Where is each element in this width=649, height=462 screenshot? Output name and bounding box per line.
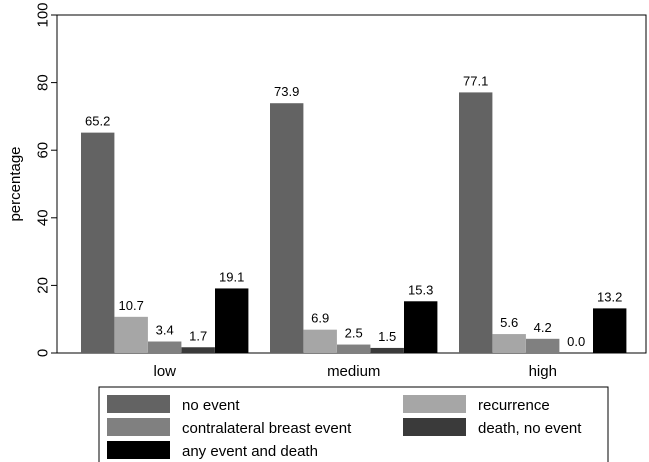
data-label: 3.4 xyxy=(156,323,174,338)
data-label: 19.1 xyxy=(219,269,244,284)
legend-swatch xyxy=(403,418,466,436)
bar xyxy=(526,338,560,353)
plot-area xyxy=(56,14,647,354)
legend-swatch xyxy=(107,395,170,413)
bar xyxy=(215,288,249,353)
bar xyxy=(148,341,182,353)
data-label: 65.2 xyxy=(85,114,110,129)
data-label: 2.5 xyxy=(345,326,363,341)
data-label: 1.7 xyxy=(189,328,207,343)
legend-swatch xyxy=(107,418,170,436)
y-tick-label: 80 xyxy=(35,74,52,91)
legend-label: no event xyxy=(182,397,240,414)
legend-label: contralateral breast event xyxy=(182,420,352,437)
legend-swatch xyxy=(107,441,170,459)
plot-frame xyxy=(56,14,647,354)
legend-box xyxy=(98,386,609,462)
bars xyxy=(81,92,627,353)
x-category-label: high xyxy=(529,363,557,380)
data-label: 77.1 xyxy=(463,73,488,88)
bar xyxy=(81,132,115,353)
data-label: 6.9 xyxy=(311,311,329,326)
x-category-label: low xyxy=(153,363,176,380)
legend: no event recurrence contralateral breast e… xyxy=(98,386,609,462)
data-label: 0.0 xyxy=(567,334,585,349)
data-label: 4.2 xyxy=(534,320,552,335)
y-tick-label: 20 xyxy=(35,277,52,294)
legend-label: any event and death xyxy=(182,443,318,460)
x-category-label: medium xyxy=(327,363,380,380)
y-tick-label: 60 xyxy=(35,142,52,159)
legend-label: death, no event xyxy=(478,420,582,437)
y-tick-label: 0 xyxy=(35,349,52,357)
bar xyxy=(593,308,627,353)
y-axis: 0 20 40 60 80 100 xyxy=(35,2,57,357)
data-labels: 65.2 10.7 3.4 1.7 19.1 73.9 6.9 2.5 1.5 15.3 77.1 5… xyxy=(85,73,622,349)
bar xyxy=(303,329,337,353)
bar xyxy=(270,103,304,353)
y-axis-title: percentage xyxy=(7,146,24,221)
data-label: 73.9 xyxy=(274,84,299,99)
data-label: 5.6 xyxy=(500,315,518,330)
x-axis-categories: low medium high xyxy=(153,363,556,380)
bar xyxy=(181,347,215,353)
y-tick-label: 40 xyxy=(35,209,52,226)
legend-label: recurrence xyxy=(478,397,550,414)
bar xyxy=(114,316,148,353)
bar xyxy=(459,92,493,353)
bar xyxy=(492,334,526,353)
y-tick-label: 100 xyxy=(35,2,52,27)
bar xyxy=(337,344,371,353)
data-label: 1.5 xyxy=(378,329,396,344)
bar xyxy=(370,347,404,353)
data-label: 13.2 xyxy=(597,289,622,304)
legend-swatch xyxy=(403,395,466,413)
data-label: 15.3 xyxy=(408,282,433,297)
data-label: 10.7 xyxy=(119,298,144,313)
bar xyxy=(404,301,438,353)
